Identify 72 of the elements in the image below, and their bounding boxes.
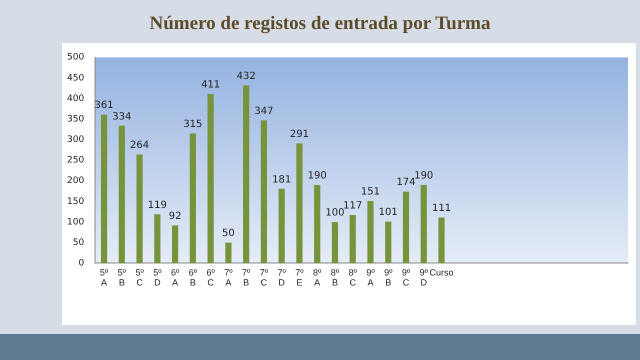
x-tick-label: 7º C — [260, 268, 269, 288]
y-tick-label: 350 — [66, 114, 84, 124]
bar — [402, 192, 410, 264]
x-tick-label: 5º C — [135, 268, 144, 288]
data-label: 181 — [272, 174, 292, 186]
data-label: 151 — [360, 186, 380, 198]
y-tick-label: 150 — [66, 196, 84, 207]
x-tick-label: 7º B — [242, 268, 251, 288]
bar — [314, 184, 320, 264]
bar — [420, 184, 427, 264]
data-label: 264 — [130, 140, 150, 152]
data-label: 291 — [290, 129, 309, 140]
data-label: 190 — [414, 170, 434, 182]
x-tick-label: 7º E — [295, 268, 304, 288]
data-label: 100 — [325, 208, 344, 219]
y-tick-label: 300 — [66, 135, 84, 146]
x-tick-label: 9º C — [402, 268, 411, 288]
data-label: 361 — [94, 100, 114, 112]
bar — [225, 242, 232, 264]
bar — [154, 214, 160, 264]
x-tick-label: 8º C — [348, 268, 358, 288]
x-tick-label: 9º A — [366, 268, 376, 288]
x-tick-label: 7º D — [278, 268, 287, 288]
bar — [190, 134, 196, 264]
x-tick-label: Curso — [430, 268, 454, 278]
bar — [350, 215, 356, 264]
bar — [136, 154, 143, 264]
y-tick-label: 0 — [78, 258, 84, 269]
bar — [385, 222, 392, 264]
data-label: 101 — [378, 207, 398, 218]
y-tick-label: 100 — [66, 217, 84, 228]
bar — [118, 126, 125, 264]
x-tick-label: 9º D — [420, 268, 429, 288]
data-label: 315 — [183, 119, 202, 130]
y-tick-label: 400 — [66, 94, 84, 104]
data-label: 92 — [168, 210, 182, 222]
data-label: 347 — [254, 106, 274, 117]
bar — [243, 85, 250, 264]
data-label: 119 — [148, 200, 167, 211]
y-tick-label: 500 — [66, 52, 84, 63]
x-tick-label: 5º B — [118, 268, 127, 288]
x-tick-label: 6º A — [170, 268, 180, 288]
x-tick-label: 6º B — [188, 268, 198, 288]
data-label: 50 — [222, 228, 235, 240]
bar — [100, 114, 108, 264]
data-label: 117 — [343, 200, 362, 212]
bar — [172, 225, 178, 264]
x-tick-label: 7º A — [224, 268, 234, 288]
bar — [208, 94, 214, 264]
y-tick-label: 450 — [66, 73, 84, 84]
x-tick-label: 5º D — [153, 268, 162, 288]
x-tick-label: 9º B — [384, 268, 394, 288]
y-tick-label: 200 — [66, 176, 84, 186]
y-tick-label: 250 — [66, 156, 84, 166]
data-label: 334 — [112, 111, 132, 122]
bar — [260, 120, 268, 264]
chart-title: Número de registos de entrada por Turma — [148, 12, 492, 36]
x-tick-label: 8º B — [330, 268, 340, 288]
data-label: 411 — [201, 80, 220, 91]
bar — [367, 201, 374, 264]
data-label: 190 — [308, 170, 327, 182]
y-tick-label: 50 — [72, 238, 84, 248]
bar — [296, 143, 303, 264]
data-label: 174 — [396, 177, 416, 188]
x-tick-label: 6º C — [206, 268, 216, 288]
bar — [332, 222, 338, 264]
x-tick-label: 8º A — [313, 268, 322, 288]
data-label: 432 — [236, 70, 256, 82]
data-label: 111 — [432, 203, 452, 214]
bar — [438, 218, 445, 264]
x-tick-label: 5º A — [100, 268, 109, 288]
bar — [278, 188, 285, 264]
